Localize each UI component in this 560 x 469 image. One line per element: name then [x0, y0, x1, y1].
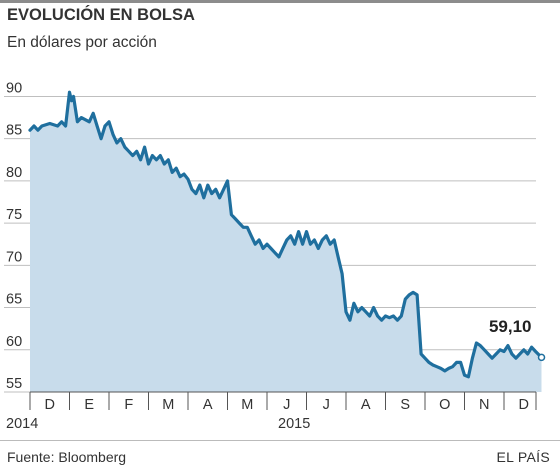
- y-tick-label: 60: [6, 334, 22, 350]
- y-tick-label: 90: [6, 80, 22, 96]
- month-label: J: [323, 397, 330, 413]
- month-label: M: [162, 397, 174, 413]
- y-tick-label: 85: [6, 123, 22, 139]
- year-label: 2014: [6, 416, 38, 432]
- source-note: Fuente: Bloomberg: [7, 449, 127, 465]
- year-label: 2015: [278, 416, 310, 432]
- month-label: F: [124, 397, 133, 413]
- y-tick-label: 75: [6, 207, 22, 223]
- y-tick-label: 70: [6, 249, 22, 265]
- month-label: A: [203, 397, 213, 413]
- month-label: J: [283, 397, 290, 413]
- month-label: N: [479, 397, 489, 413]
- month-label: A: [361, 397, 371, 413]
- month-label: E: [84, 397, 94, 413]
- y-tick-label: 65: [6, 292, 22, 308]
- chart-title: EVOLUCIÓN EN BOLSA: [7, 6, 195, 24]
- chart-subtitle: En dólares por acción: [7, 34, 157, 51]
- series-line: [28, 90, 544, 379]
- area-fill: [30, 92, 542, 392]
- top-rule: [0, 0, 560, 3]
- y-tick-label: 55: [6, 376, 22, 392]
- y-tick-label: 80: [6, 165, 22, 181]
- last-value-label: 59,10: [489, 317, 532, 336]
- month-label: D: [45, 397, 55, 413]
- month-label: O: [439, 397, 450, 413]
- month-label: S: [400, 397, 410, 413]
- month-label: M: [241, 397, 253, 413]
- brand-logo: EL PAÍS: [496, 449, 550, 465]
- footer-separator: [0, 440, 560, 441]
- month-label: D: [519, 397, 529, 413]
- last-value-marker: [537, 353, 546, 362]
